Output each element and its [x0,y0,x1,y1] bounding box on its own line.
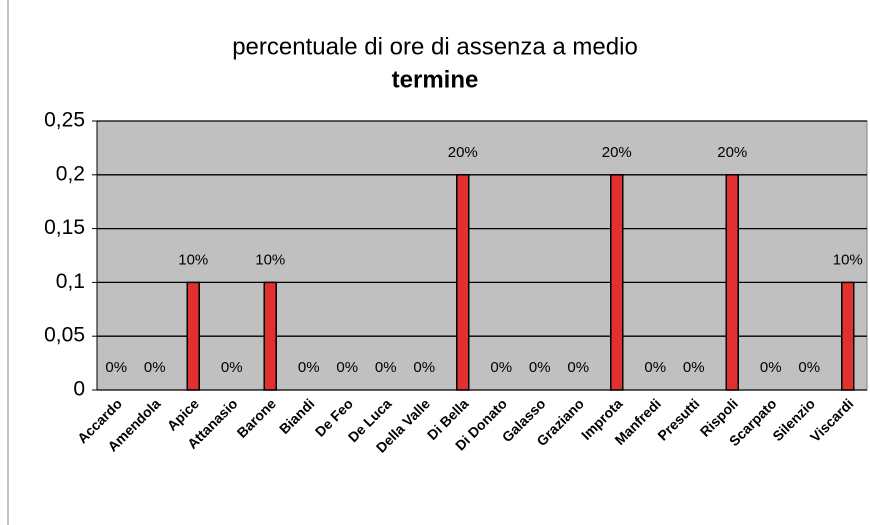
x-tick-label: Barone [234,395,280,441]
data-label: 10% [178,251,208,268]
bar [186,281,200,391]
y-tick-label: 0,05 [44,324,85,347]
data-label: 0% [336,359,358,376]
y-tick-label: 0,25 [44,109,85,132]
data-label: 0% [105,359,127,376]
data-label: 0% [144,359,166,376]
data-label: 0% [567,359,589,376]
data-label: 20% [448,144,478,161]
y-tick-label: 0,15 [44,216,85,239]
y-tick-label: 0 [73,378,85,401]
data-label: 0% [798,359,820,376]
data-label: 20% [602,144,632,161]
data-label: 0% [490,359,512,376]
data-label: 20% [717,144,747,161]
bar [725,174,739,391]
x-tick-label: Viscardi [807,395,857,445]
data-label: 0% [529,359,551,376]
data-label: 0% [298,359,320,376]
x-tick-label: Presutti [654,395,702,443]
bar [263,281,277,391]
y-tick-label: 0,1 [56,270,85,293]
plot-area [96,120,868,391]
data-label: 0% [644,359,666,376]
data-label: 10% [255,251,285,268]
bar [610,174,624,391]
data-label: 10% [833,251,863,268]
data-label: 0% [683,359,705,376]
data-label: 0% [760,359,782,376]
chart-title: termine [392,66,479,93]
y-tick-label: 0,2 [56,162,85,185]
data-label: 0% [375,359,397,376]
bar [841,281,855,391]
data-label: 0% [221,359,243,376]
data-label: 0% [413,359,435,376]
x-tick-label: Biandi [276,395,318,437]
bar [456,174,470,391]
chart-title: percentuale di ore di assenza a medio [232,33,638,60]
